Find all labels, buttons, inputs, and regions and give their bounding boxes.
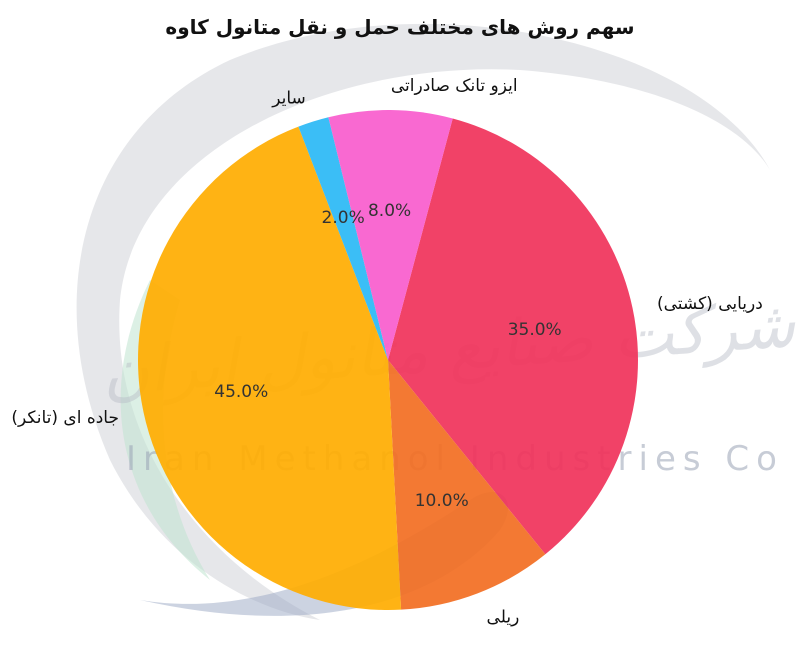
pie-slice-label-1: ریلی (487, 608, 520, 628)
pie-slice-percent-1: 10.0% (415, 491, 469, 511)
pie-labels: 35.0% دریایی (کشتی) 10.0% ریلی 45.0% جاده ای … (11, 76, 762, 628)
pie-slice-1 (388, 360, 546, 610)
pie-slice-3 (298, 117, 388, 360)
pie-slice-label-0: دریایی (کشتی) (657, 294, 763, 314)
pie-slice-label-2: جاده ای (تانکر) (11, 408, 119, 428)
pie-slices (137, 110, 639, 611)
pie-slice-percent-2: 45.0% (214, 382, 268, 402)
pie-slice-percent-4: 8.0% (368, 201, 411, 221)
pie-slice-2 (137, 126, 402, 611)
pie-slice-label-3: سایر (271, 89, 306, 109)
pie-slice-0 (388, 118, 639, 555)
chart-title: سهم روش های مختلف حمل و نقل متانول کاوه (165, 15, 634, 39)
pie-slice-label-4: ایزو تانک صادراتی (391, 76, 518, 96)
pie-slice-percent-3: 2.0% (322, 208, 365, 228)
pie-slice-percent-0: 35.0% (508, 320, 562, 340)
pie-slice-4 (328, 110, 453, 360)
